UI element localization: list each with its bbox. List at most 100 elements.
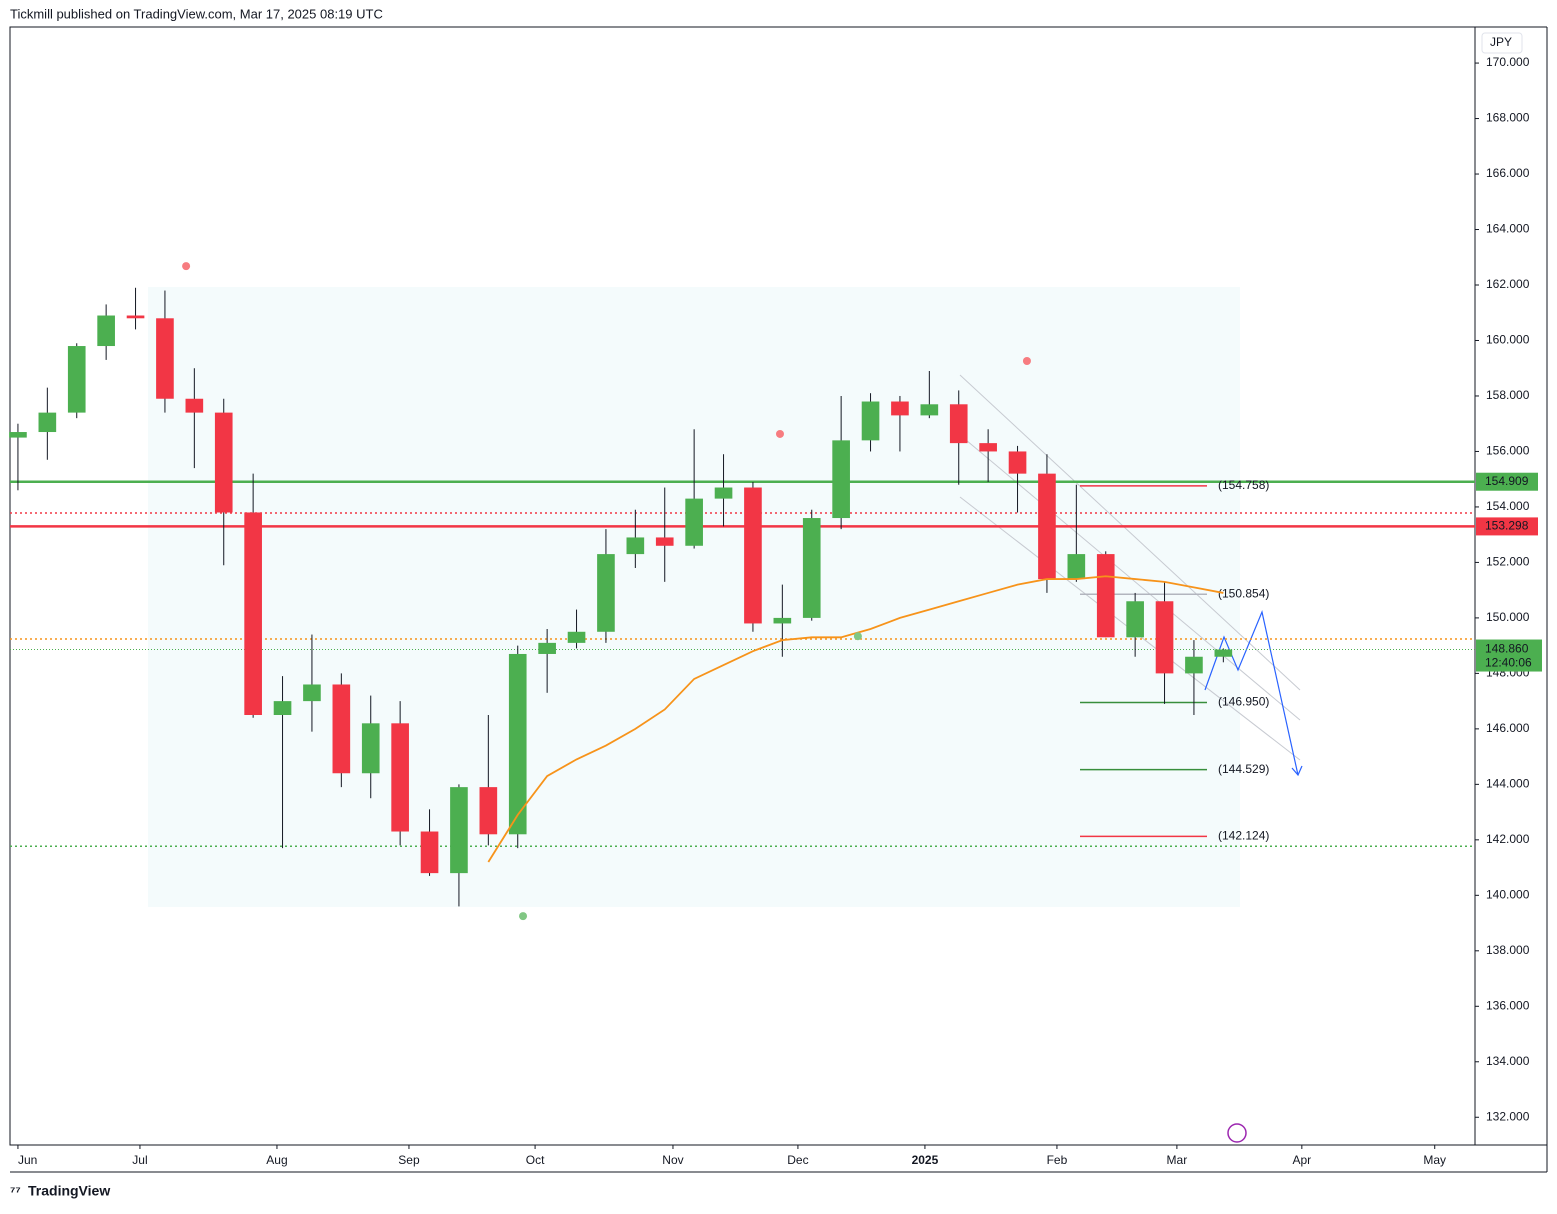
candle-body <box>1067 554 1086 580</box>
price-tag-label: 153.298 <box>1485 519 1529 533</box>
candle-body <box>479 787 498 835</box>
x-tick-label: Nov <box>662 1153 683 1167</box>
candle-body <box>773 617 792 624</box>
x-tick-label: Dec <box>787 1153 808 1167</box>
candle-body <box>655 537 674 546</box>
candle-body <box>538 642 556 654</box>
candle-body <box>244 512 262 715</box>
candle-body <box>508 653 527 835</box>
pivot-marker <box>1022 357 1031 366</box>
candle-body <box>361 723 380 774</box>
candle-body <box>949 404 968 444</box>
candle-body <box>156 318 174 399</box>
fib-label: (154.758) <box>1218 478 1269 492</box>
candle-body <box>9 432 27 438</box>
x-tick-label: Mar <box>1167 1153 1188 1167</box>
candle-body <box>626 537 645 555</box>
x-tick-label: Oct <box>526 1153 545 1167</box>
y-tick-label: 140.000 <box>1486 887 1530 901</box>
y-tick-label: 154.000 <box>1486 499 1530 513</box>
range-box <box>148 287 1240 907</box>
candle-body <box>1008 451 1027 474</box>
candle-body <box>1096 554 1115 638</box>
event-icon[interactable] <box>1227 1123 1247 1143</box>
pivot-marker <box>853 632 862 641</box>
candle-body <box>273 701 292 715</box>
currency: JPY <box>1490 35 1512 49</box>
pivot-marker <box>182 262 191 271</box>
candle-body <box>861 401 880 441</box>
candle-body <box>303 684 321 702</box>
candle-body <box>567 631 586 643</box>
y-tick-label: 170.000 <box>1486 55 1530 69</box>
y-tick-label: 136.000 <box>1486 998 1530 1012</box>
candle-body <box>1155 601 1174 674</box>
fib-label: (142.124) <box>1218 829 1269 843</box>
currency-box <box>1481 32 1523 54</box>
x-tick-label: Feb <box>1047 1153 1068 1167</box>
header-title: Tickmill published on TradingView.com, M… <box>10 6 383 21</box>
price-tag-label: 154.909 <box>1485 474 1529 488</box>
x-tick-label: Apr <box>1292 1153 1311 1167</box>
projection-arrow <box>1291 765 1303 777</box>
candle-body <box>1185 656 1203 674</box>
pivot-marker <box>519 912 528 921</box>
y-tick-label: 134.000 <box>1486 1054 1530 1068</box>
channel-line <box>959 374 1301 691</box>
x-tick-label: May <box>1423 1153 1446 1167</box>
y-tick-label: 168.000 <box>1486 111 1530 125</box>
candle-body <box>1214 649 1233 657</box>
y-tick-label: 142.000 <box>1486 832 1530 846</box>
y-tick-label: 160.000 <box>1486 333 1530 347</box>
candle-body <box>214 412 233 513</box>
price-tag <box>1476 472 1538 491</box>
y-tick-label: 152.000 <box>1486 555 1530 569</box>
x-tick-label: Sep <box>398 1153 420 1167</box>
y-tick-label: 146.000 <box>1486 721 1530 735</box>
last-price-tag <box>1476 639 1542 672</box>
fib-label: (146.950) <box>1218 695 1269 709</box>
candle-body <box>1038 473 1056 580</box>
x-tick-label: Aug <box>266 1153 287 1167</box>
y-tick-label: 166.000 <box>1486 166 1530 180</box>
candle-body <box>38 412 57 433</box>
candle-body <box>802 518 821 618</box>
x-tick-label: Jun <box>18 1153 37 1167</box>
countdown: 12:40:06 <box>1485 656 1532 670</box>
candle-body <box>832 440 850 519</box>
candle-body <box>126 315 145 319</box>
y-tick-label: 150.000 <box>1486 610 1530 624</box>
last-price-label: 148.860 <box>1485 642 1529 656</box>
y-tick-label: 162.000 <box>1486 277 1530 291</box>
candle-body <box>185 398 204 413</box>
price-tag <box>1476 517 1538 536</box>
y-tick-label: 144.000 <box>1486 777 1530 791</box>
candle-body <box>714 487 733 499</box>
candle-body <box>391 723 409 832</box>
candle-body <box>891 401 909 416</box>
x-tick-label: Jul <box>132 1153 147 1167</box>
footer-logo: ⁷⁷ <box>10 1183 21 1198</box>
candle-body <box>420 831 439 874</box>
candle-body <box>332 684 351 774</box>
y-tick-label: 156.000 <box>1486 444 1530 458</box>
fib-label: (150.854) <box>1218 586 1269 600</box>
candle-body <box>97 315 115 347</box>
candle-body <box>67 346 86 413</box>
pivot-marker <box>775 429 784 438</box>
candle-body <box>450 787 468 874</box>
candle-body <box>597 554 615 632</box>
footer-brand: TradingView <box>28 1183 110 1199</box>
fib-label: (144.529) <box>1218 762 1269 776</box>
y-tick-label: 138.000 <box>1486 943 1530 957</box>
candle-body <box>1126 601 1144 638</box>
y-tick-label: 132.000 <box>1486 1109 1530 1123</box>
x-tick-label: 2025 <box>912 1153 939 1167</box>
y-tick-label: 164.000 <box>1486 222 1530 236</box>
candle-body <box>685 498 703 546</box>
candle-body <box>979 443 997 452</box>
candle-body <box>744 487 762 624</box>
candle-body <box>920 404 939 416</box>
